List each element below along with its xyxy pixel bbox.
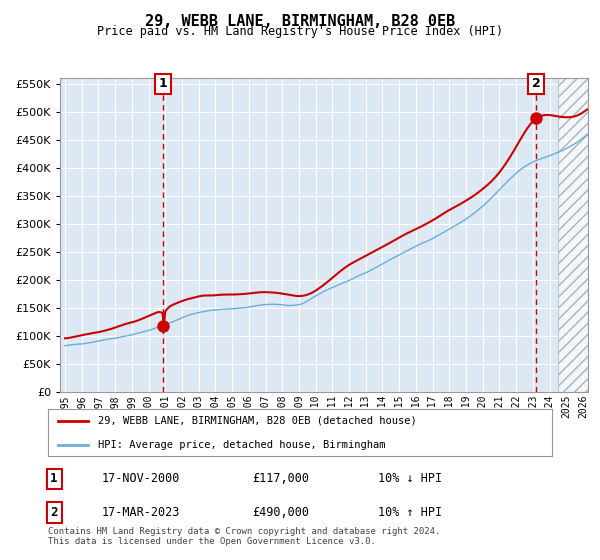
Text: £117,000: £117,000 [252, 472, 309, 486]
Text: Contains HM Land Registry data © Crown copyright and database right 2024.
This d: Contains HM Land Registry data © Crown c… [48, 526, 440, 546]
Text: 2: 2 [532, 77, 541, 91]
Bar [558, 78, 592, 392]
Text: 17-NOV-2000: 17-NOV-2000 [102, 472, 181, 486]
Text: HPI: Average price, detached house, Birmingham: HPI: Average price, detached house, Birm… [98, 440, 386, 450]
Text: 29, WEBB LANE, BIRMINGHAM, B28 0EB: 29, WEBB LANE, BIRMINGHAM, B28 0EB [145, 14, 455, 29]
Text: 10% ↓ HPI: 10% ↓ HPI [378, 472, 442, 486]
Text: 1: 1 [50, 472, 58, 486]
Text: 17-MAR-2023: 17-MAR-2023 [102, 506, 181, 519]
Text: 29, WEBB LANE, BIRMINGHAM, B28 0EB (detached house): 29, WEBB LANE, BIRMINGHAM, B28 0EB (deta… [98, 416, 417, 426]
Text: £490,000: £490,000 [252, 506, 309, 519]
Text: 1: 1 [159, 77, 167, 91]
Bar [558, 78, 592, 392]
Text: 10% ↑ HPI: 10% ↑ HPI [378, 506, 442, 519]
Text: Price paid vs. HM Land Registry's House Price Index (HPI): Price paid vs. HM Land Registry's House … [97, 25, 503, 38]
Text: 2: 2 [50, 506, 58, 519]
